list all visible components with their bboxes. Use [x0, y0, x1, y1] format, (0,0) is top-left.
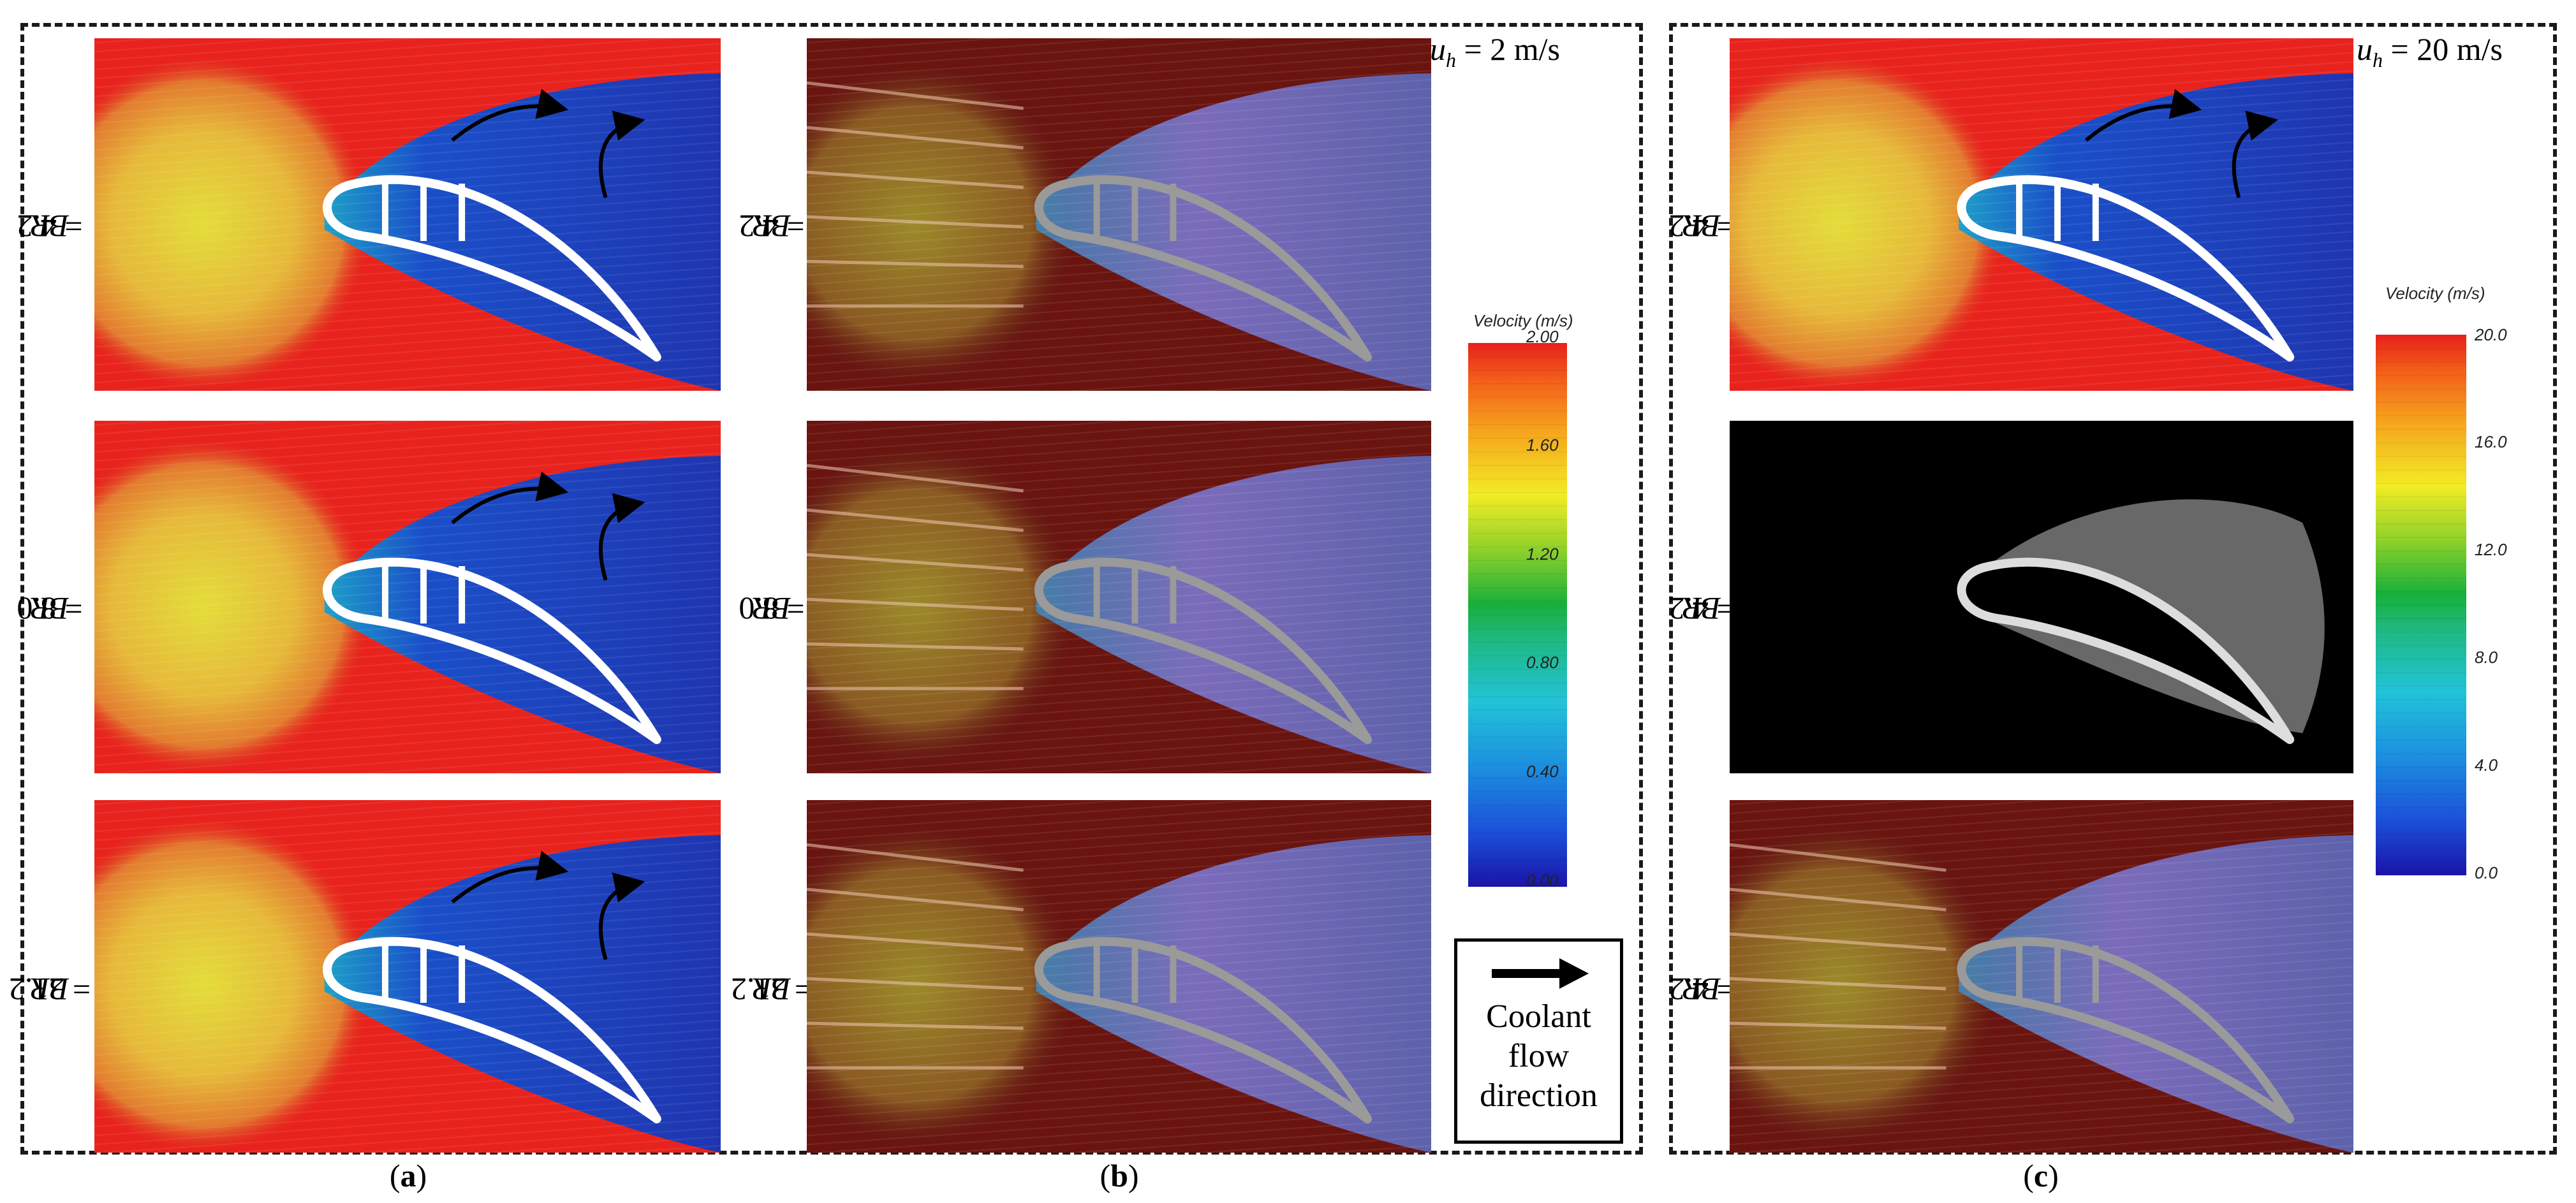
colorbar-tick-c-5: 4.0 — [2475, 755, 2498, 775]
caption-a: (a) — [389, 1158, 427, 1193]
caption-c: (c) — [2023, 1158, 2059, 1193]
flow-image-b-3 — [807, 800, 1431, 1153]
panel-ab-frame — [20, 23, 1643, 1155]
colorbar-c — [2376, 335, 2466, 875]
flow-image-a-2 — [94, 421, 721, 773]
caption-b: (b) — [1100, 1158, 1139, 1193]
colorbar-tick-b-3: 1.20 — [1526, 544, 1559, 564]
flow-image-a-3 — [94, 800, 721, 1153]
colorbar-title-b: Velocity (m/s) — [1473, 311, 1573, 330]
flow-image-b-1 — [807, 38, 1431, 391]
speed-label-b: uh = 2 m/s — [1430, 31, 1560, 71]
colorbar-tick-c-6: 0.0 — [2475, 863, 2498, 882]
colorbar-tick-b-6: 0.00 — [1526, 871, 1559, 890]
flow-image-c-1 — [1730, 38, 2353, 391]
colorbar-tick-c-1: 20.0 — [2475, 325, 2507, 344]
legend-text-1: Coolant — [1486, 998, 1591, 1035]
colorbar-tick-c-3: 12.0 — [2475, 540, 2507, 559]
colorbar-tick-b-1: 2.00 — [1526, 327, 1559, 346]
colorbar-tick-b-5: 0.40 — [1526, 762, 1559, 781]
flow-image-b-2 — [807, 421, 1431, 773]
colorbar-b — [1468, 343, 1567, 887]
colorbar-tick-b-2: 1.60 — [1526, 435, 1559, 455]
flow-image-c-3 — [1730, 800, 2353, 1153]
coolant-legend: Coolant flow direction — [1454, 938, 1623, 1144]
legend-text-3: direction — [1480, 1077, 1598, 1114]
flow-image-c-2 — [1730, 421, 2353, 773]
flow-image-a-1 — [94, 38, 721, 391]
colorbar-tick-c-4: 8.0 — [2475, 648, 2498, 667]
speed-label-c: uh = 20 m/s — [2357, 31, 2503, 71]
colorbar-tick-b-4: 0.80 — [1526, 653, 1559, 672]
right-arrow-icon — [1492, 958, 1589, 989]
legend-text-2: flow — [1508, 1038, 1570, 1074]
colorbar-title-c: Velocity (m/s) — [2385, 284, 2485, 303]
panel-c-frame — [1669, 23, 2557, 1155]
colorbar-tick-c-2: 16.0 — [2475, 432, 2507, 451]
